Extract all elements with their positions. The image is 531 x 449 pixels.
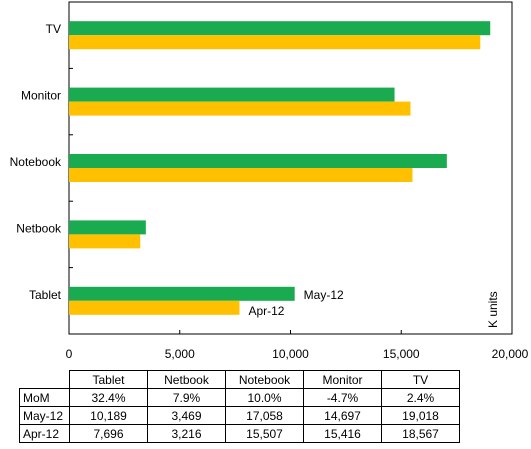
table-cell: 10.0%: [225, 388, 304, 407]
column-header: TV: [381, 370, 460, 389]
bars-group: [69, 21, 491, 315]
series-label-may: May-12: [304, 288, 344, 302]
unit-label: K units: [486, 291, 500, 328]
bar-chart: TV Monitor Notebook Netbook Tablet 0 5,000 10,…: [10, 1, 529, 361]
x-tick-label: 10,000: [272, 347, 309, 361]
table-cell: 3,216: [147, 424, 226, 443]
table-cell: 10,189: [69, 406, 148, 425]
table-cell: 14,697: [303, 406, 382, 425]
series-label-apr: Apr-12: [248, 304, 284, 318]
column-header: Netbook: [147, 370, 226, 389]
bar-monitor-may-12: [69, 87, 395, 102]
bar-netbook-may-12: [69, 220, 146, 235]
category-label-netbook: Netbook: [16, 221, 62, 235]
bar-monitor-apr-12: [69, 101, 411, 116]
tick-marks: [68, 67, 513, 334]
column-header: Monitor: [303, 370, 382, 389]
row-header: MoM: [19, 388, 70, 407]
table-cell: -4.7%: [303, 388, 382, 407]
category-label-tablet: Tablet: [29, 288, 62, 302]
bar-notebook-may-12: [69, 154, 447, 168]
category-label-notebook: Notebook: [10, 155, 62, 169]
table-cell: 15,416: [303, 424, 382, 443]
bar-tv-may-12: [69, 21, 491, 36]
data-table: Tablet Netbook Notebook Monitor TV MoM 3…: [19, 370, 460, 443]
x-tick-label: 20,000: [492, 347, 529, 361]
x-tick-label: 15,000: [383, 347, 420, 361]
table-corner: [19, 370, 70, 389]
table-cell: 2.4%: [381, 388, 460, 407]
x-tick-labels: 0 5,000 10,000 15,000 20,000: [66, 347, 529, 361]
bar-tv-apr-12: [69, 35, 481, 50]
category-label-monitor: Monitor: [21, 89, 61, 103]
bar-tablet-may-12: [69, 286, 295, 301]
table-row: Apr-12 7,696 3,216 15,507 15,416 18,567: [19, 424, 460, 443]
table-cell: 7,696: [69, 424, 148, 443]
category-labels: TV Monitor Notebook Netbook Tablet: [10, 22, 62, 302]
table-row: May-12 10,189 3,469 17,058 14,697 19,018: [19, 406, 460, 425]
table-cell: 3,469: [147, 406, 226, 425]
table-header-row: Tablet Netbook Notebook Monitor TV: [19, 370, 460, 389]
table-cell: 18,567: [381, 424, 460, 443]
x-tick-label: 5,000: [165, 347, 195, 361]
bar-notebook-apr-12: [69, 168, 413, 182]
bar-netbook-apr-12: [69, 234, 141, 249]
table-cell: 7.9%: [147, 388, 226, 407]
bar-tablet-apr-12: [69, 300, 240, 315]
table-row: MoM 32.4% 7.9% 10.0% -4.7% 2.4%: [19, 388, 460, 407]
table-cell: 15,507: [225, 424, 304, 443]
column-header: Notebook: [225, 370, 304, 389]
column-header: Tablet: [69, 370, 148, 389]
category-label-tv: TV: [46, 22, 61, 36]
row-header: Apr-12: [19, 424, 70, 443]
table-cell: 17,058: [225, 406, 304, 425]
row-header: May-12: [19, 406, 70, 425]
table-cell: 32.4%: [69, 388, 148, 407]
table-cell: 19,018: [381, 406, 460, 425]
x-tick-label: 0: [66, 347, 73, 361]
